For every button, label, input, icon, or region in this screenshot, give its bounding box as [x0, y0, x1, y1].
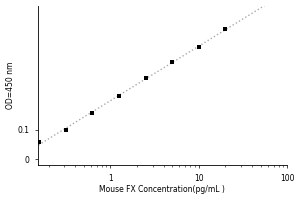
Point: [143, 76, 148, 80]
Point: [223, 28, 228, 31]
Point: [37, 141, 42, 144]
Point: [117, 94, 122, 97]
X-axis label: Mouse FX Concentration(pg/mL ): Mouse FX Concentration(pg/mL ): [100, 185, 225, 194]
Point: [170, 60, 175, 63]
Point: [63, 129, 68, 132]
Point: [90, 111, 95, 114]
Y-axis label: OD=450 nm: OD=450 nm: [6, 62, 15, 109]
Point: [196, 45, 201, 49]
